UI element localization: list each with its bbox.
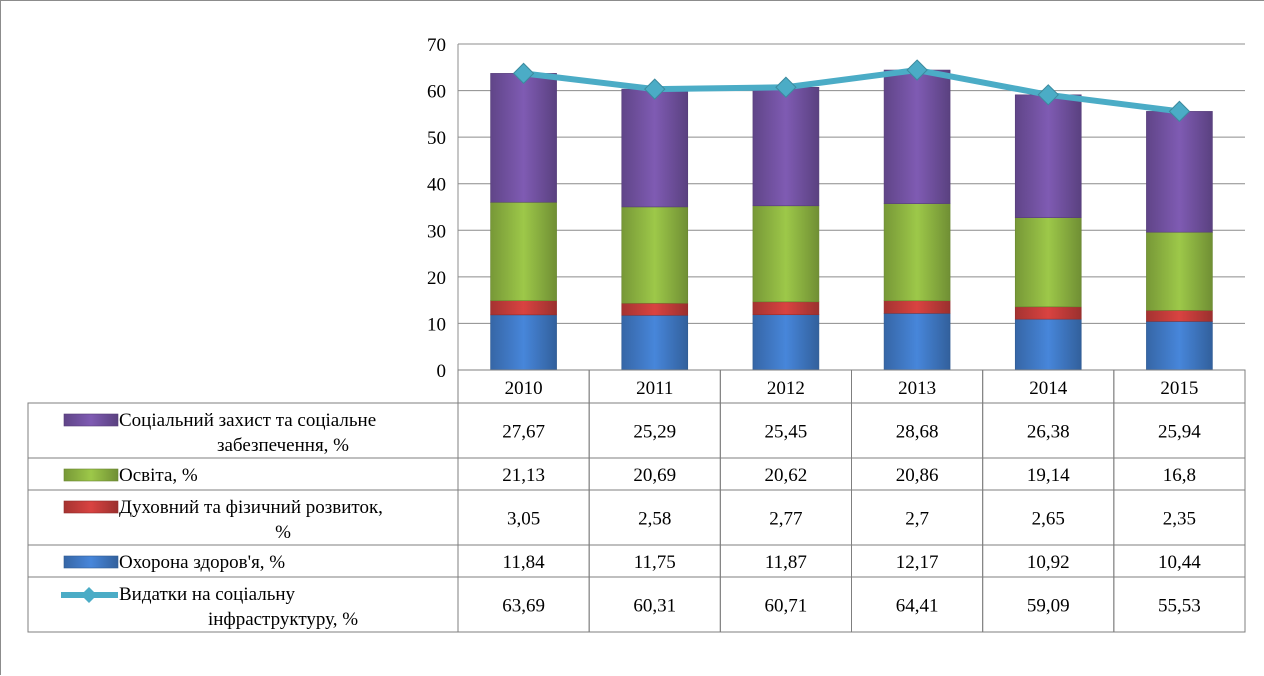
y-tick-label: 30 — [427, 221, 446, 242]
data-value-label: 59,09 — [1027, 596, 1070, 617]
y-tick-label: 10 — [427, 314, 446, 335]
data-value-label: 55,53 — [1158, 596, 1201, 617]
data-value-label: 3,05 — [507, 509, 540, 530]
bar-segment — [1014, 318, 1082, 371]
bar-segment — [621, 302, 689, 316]
data-value-label: 11,87 — [765, 552, 807, 573]
legend-key — [63, 555, 119, 569]
bar-segment — [1146, 310, 1213, 322]
line-marker — [1168, 100, 1191, 123]
bar-segment — [490, 201, 557, 301]
data-value-label: 2,35 — [1163, 509, 1196, 530]
table-value-cell — [1113, 576, 1246, 633]
data-value-label: 19,14 — [1027, 465, 1070, 486]
bar-segment — [1146, 321, 1213, 371]
data-value-label: 20,62 — [765, 465, 808, 486]
series-label: інфраструктуру, % — [208, 609, 358, 630]
legend-key-marker — [81, 587, 97, 603]
data-value-label: 10,92 — [1027, 552, 1070, 573]
data-value-label: 16,8 — [1163, 465, 1196, 486]
data-value-label: 12,17 — [896, 552, 939, 573]
bar-segment — [752, 301, 820, 316]
category-label: 2011 — [636, 378, 673, 399]
bar-segment — [752, 205, 820, 303]
bar-segment — [883, 203, 951, 302]
y-tick-label: 40 — [427, 175, 446, 196]
data-value-label: 25,45 — [765, 422, 808, 443]
series-label: % — [275, 522, 291, 543]
bar-segment — [621, 206, 689, 304]
data-value-label: 60,31 — [633, 596, 676, 617]
series-label: Духовний та фізичний розвиток, — [119, 497, 383, 518]
line-marker — [1037, 84, 1059, 106]
data-value-label: 26,38 — [1027, 422, 1070, 443]
category-label: 2015 — [1160, 378, 1198, 399]
y-tick-label: 50 — [427, 128, 446, 149]
data-value-label: 11,75 — [634, 552, 676, 573]
category-label: 2014 — [1029, 378, 1068, 399]
line-marker — [644, 78, 666, 100]
line-series — [523, 67, 1180, 115]
bar-segment — [883, 69, 951, 204]
data-value-label: 2,7 — [905, 509, 929, 530]
bar-segment — [752, 86, 820, 207]
line-marker — [775, 76, 797, 98]
bar-segment — [752, 314, 820, 371]
y-tick-label: 20 — [427, 268, 446, 289]
y-tick-label: 60 — [427, 82, 446, 103]
y-tick-label: 70 — [427, 35, 446, 56]
data-value-label: 28,68 — [896, 422, 939, 443]
series-label: Освіта, % — [119, 465, 198, 486]
data-value-label: 2,65 — [1032, 509, 1065, 530]
line-marker — [906, 59, 928, 81]
data-value-label: 60,71 — [765, 596, 808, 617]
bar-segment — [1146, 111, 1213, 233]
data-value-label: 63,69 — [502, 596, 545, 617]
legend-key — [63, 500, 119, 514]
bar-segment — [1014, 306, 1082, 320]
data-value-label: 25,94 — [1158, 422, 1201, 443]
bar-segment — [883, 300, 951, 314]
bar-segment — [621, 314, 689, 371]
data-value-label: 64,41 — [896, 596, 939, 617]
bar-segment — [1014, 217, 1082, 308]
data-value-label: 27,67 — [502, 422, 545, 443]
series-label: Охорона здоров'я, % — [119, 552, 285, 573]
category-label: 2010 — [505, 378, 543, 399]
bar-segment — [883, 313, 951, 371]
bar-segment — [1146, 231, 1213, 311]
bar-segment — [621, 88, 689, 208]
data-value-label: 21,13 — [502, 465, 545, 486]
data-value-label: 10,44 — [1158, 552, 1201, 573]
data-value-label: 20,86 — [896, 465, 939, 486]
data-value-label: 25,29 — [633, 422, 676, 443]
series-label: забезпечення, % — [217, 435, 349, 456]
legend-key — [63, 413, 119, 427]
category-label: 2013 — [898, 378, 936, 399]
data-value-label: 11,84 — [503, 552, 546, 573]
category-label: 2012 — [767, 378, 805, 399]
bar-segment — [490, 73, 557, 203]
bar-segment — [490, 300, 557, 316]
series-label: Видатки на соціальну — [119, 584, 296, 605]
bar-segment — [490, 314, 557, 371]
bar-segment — [1014, 94, 1082, 218]
data-value-label: 2,77 — [769, 509, 802, 530]
series-label: Соціальний захист та соціальне — [119, 410, 376, 431]
legend-key — [63, 468, 119, 482]
data-value-label: 20,69 — [633, 465, 676, 486]
data-value-label: 2,58 — [638, 509, 671, 530]
y-tick-label: 0 — [437, 361, 447, 382]
line-marker — [512, 62, 535, 85]
